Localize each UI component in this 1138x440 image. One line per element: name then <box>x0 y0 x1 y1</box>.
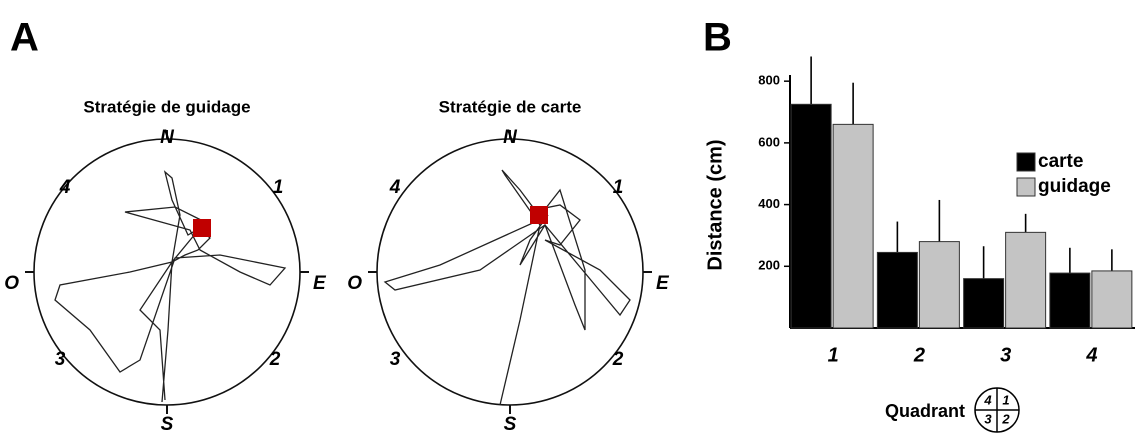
platform <box>193 219 211 237</box>
compass-label: S <box>161 414 174 435</box>
legend-swatch <box>1017 178 1035 196</box>
compass-label: E <box>656 273 670 294</box>
compass-label: E <box>313 273 327 294</box>
swim-path <box>385 170 630 405</box>
quadrant-inset-label: 2 <box>1001 411 1010 426</box>
quadrant-label: 2 <box>612 349 624 370</box>
legend-label: carte <box>1038 151 1083 172</box>
figure: A B Stratégie de guidage N S O E 4 1 3 2… <box>0 0 1138 440</box>
legend-label: guidage <box>1038 176 1111 197</box>
x-tick-label: 2 <box>913 344 925 366</box>
compass-label: N <box>160 127 175 148</box>
compass-label: S <box>504 414 517 435</box>
panel-label: A <box>10 16 39 60</box>
map-title: Stratégie de carte <box>439 97 582 116</box>
bar <box>964 279 1004 328</box>
maze-map: Stratégie de carte N S O E 4 1 3 2 <box>347 97 670 435</box>
panel-label: B <box>703 16 732 60</box>
swim-path <box>55 172 285 402</box>
compass-label: O <box>4 273 19 294</box>
bar <box>1050 273 1090 328</box>
y-tick-label: 400 <box>758 196 780 211</box>
quadrant-label: 1 <box>273 177 284 198</box>
bar <box>877 252 917 328</box>
quadrant-inset-label: 1 <box>1002 392 1009 407</box>
y-tick-label: 600 <box>758 134 780 149</box>
bar <box>833 124 873 328</box>
quadrant-label: 4 <box>389 177 401 198</box>
quadrant-inset-label: 3 <box>984 411 992 426</box>
x-tick-label: 4 <box>1085 344 1097 366</box>
quadrant-label: 1 <box>613 177 624 198</box>
bar <box>1092 271 1132 328</box>
quadrant-label: 4 <box>59 177 71 198</box>
bar <box>919 242 959 328</box>
quadrant-label: 3 <box>390 349 401 370</box>
bar <box>791 104 831 328</box>
compass-label: O <box>347 273 362 294</box>
x-tick-label: 1 <box>828 344 839 366</box>
y-tick-label: 200 <box>758 258 780 273</box>
x-axis-label: Quadrant <box>885 401 965 421</box>
platform <box>530 206 548 224</box>
y-axis-label: Distance (cm) <box>704 139 726 270</box>
quadrant-label: 3 <box>55 349 66 370</box>
map-title: Stratégie de guidage <box>83 97 250 116</box>
quadrant-label: 2 <box>269 349 281 370</box>
x-tick-label: 3 <box>1000 344 1011 366</box>
quadrant-inset-label: 4 <box>983 392 992 407</box>
legend-swatch <box>1017 153 1035 171</box>
bar <box>1006 232 1046 328</box>
maze-map: Stratégie de guidage N S O E 4 1 3 2 <box>4 97 327 435</box>
compass-label: N <box>503 127 518 148</box>
y-tick-label: 800 <box>758 73 780 88</box>
